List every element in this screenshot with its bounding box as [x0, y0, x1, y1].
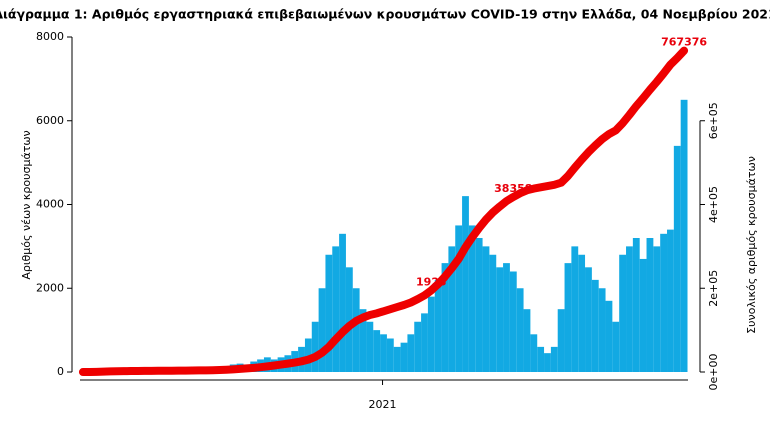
annotation: 1923	[416, 275, 447, 288]
bar	[591, 279, 599, 372]
bar	[441, 263, 449, 372]
bar	[598, 288, 606, 372]
bar	[503, 263, 510, 372]
annotation: 38358	[494, 182, 532, 195]
bar	[475, 238, 483, 372]
annotation: 767376	[661, 36, 707, 49]
bar	[311, 321, 319, 372]
bar	[626, 246, 633, 372]
y2-tick-label: 2e+05	[707, 270, 720, 307]
bar	[489, 254, 497, 372]
bar	[632, 238, 640, 372]
bar	[605, 300, 613, 372]
bar	[421, 313, 428, 372]
bar	[366, 321, 374, 372]
bar	[393, 346, 401, 372]
bar	[325, 254, 333, 372]
y-tick-label: 2000	[36, 281, 64, 294]
bar	[380, 334, 387, 372]
y2-axis-label: Συνολικός αριθμός κρουσμάτων	[745, 156, 758, 334]
bar	[462, 196, 469, 372]
bar	[550, 346, 558, 372]
bar	[667, 229, 674, 372]
y2-tick-label: 0e+00	[707, 354, 720, 391]
bar	[496, 267, 504, 372]
bar	[468, 225, 476, 372]
bar	[585, 267, 592, 372]
bar	[345, 267, 353, 372]
x-tick-label: 2021	[369, 398, 397, 411]
bar	[523, 309, 531, 372]
bar	[557, 309, 565, 372]
bar	[509, 271, 517, 372]
bar	[304, 338, 312, 372]
bar	[455, 225, 463, 372]
bar	[427, 296, 435, 372]
cumulative-line	[78, 46, 689, 376]
y-tick-label: 6000	[36, 114, 64, 127]
bar	[619, 254, 627, 372]
bar	[680, 99, 688, 372]
y-tick-label: 4000	[36, 198, 64, 211]
y2-tick-label: 6e+05	[707, 102, 720, 139]
bar	[639, 258, 647, 372]
chart-title: Διάγραμμα 1: Αριθμός εργαστηριακά επιβεβ…	[0, 7, 770, 22]
bar	[564, 263, 572, 372]
bar	[646, 238, 654, 372]
bar	[332, 246, 340, 372]
bar	[578, 254, 586, 372]
bar	[386, 338, 394, 372]
y-tick-label: 8000	[36, 30, 64, 43]
bar	[400, 342, 408, 372]
bar	[318, 288, 326, 372]
bar	[482, 246, 490, 372]
bar	[434, 279, 442, 372]
bar	[571, 246, 579, 372]
bar	[407, 334, 415, 372]
bar	[516, 288, 524, 372]
bar	[537, 346, 545, 372]
y2-tick-label: 4e+05	[707, 186, 720, 223]
y-tick-label: 0	[57, 365, 64, 378]
bar	[448, 246, 456, 372]
bar	[673, 145, 681, 372]
bar	[660, 233, 668, 372]
bar	[414, 321, 422, 372]
bar	[339, 233, 346, 372]
y-axis-label: Αριθμός νέων κρουσμάτων	[20, 130, 33, 279]
bar	[373, 330, 381, 372]
bar	[352, 288, 360, 372]
bar	[530, 334, 538, 372]
bar	[359, 309, 367, 372]
bar	[612, 321, 620, 372]
bar	[653, 246, 661, 372]
bar	[544, 353, 551, 372]
